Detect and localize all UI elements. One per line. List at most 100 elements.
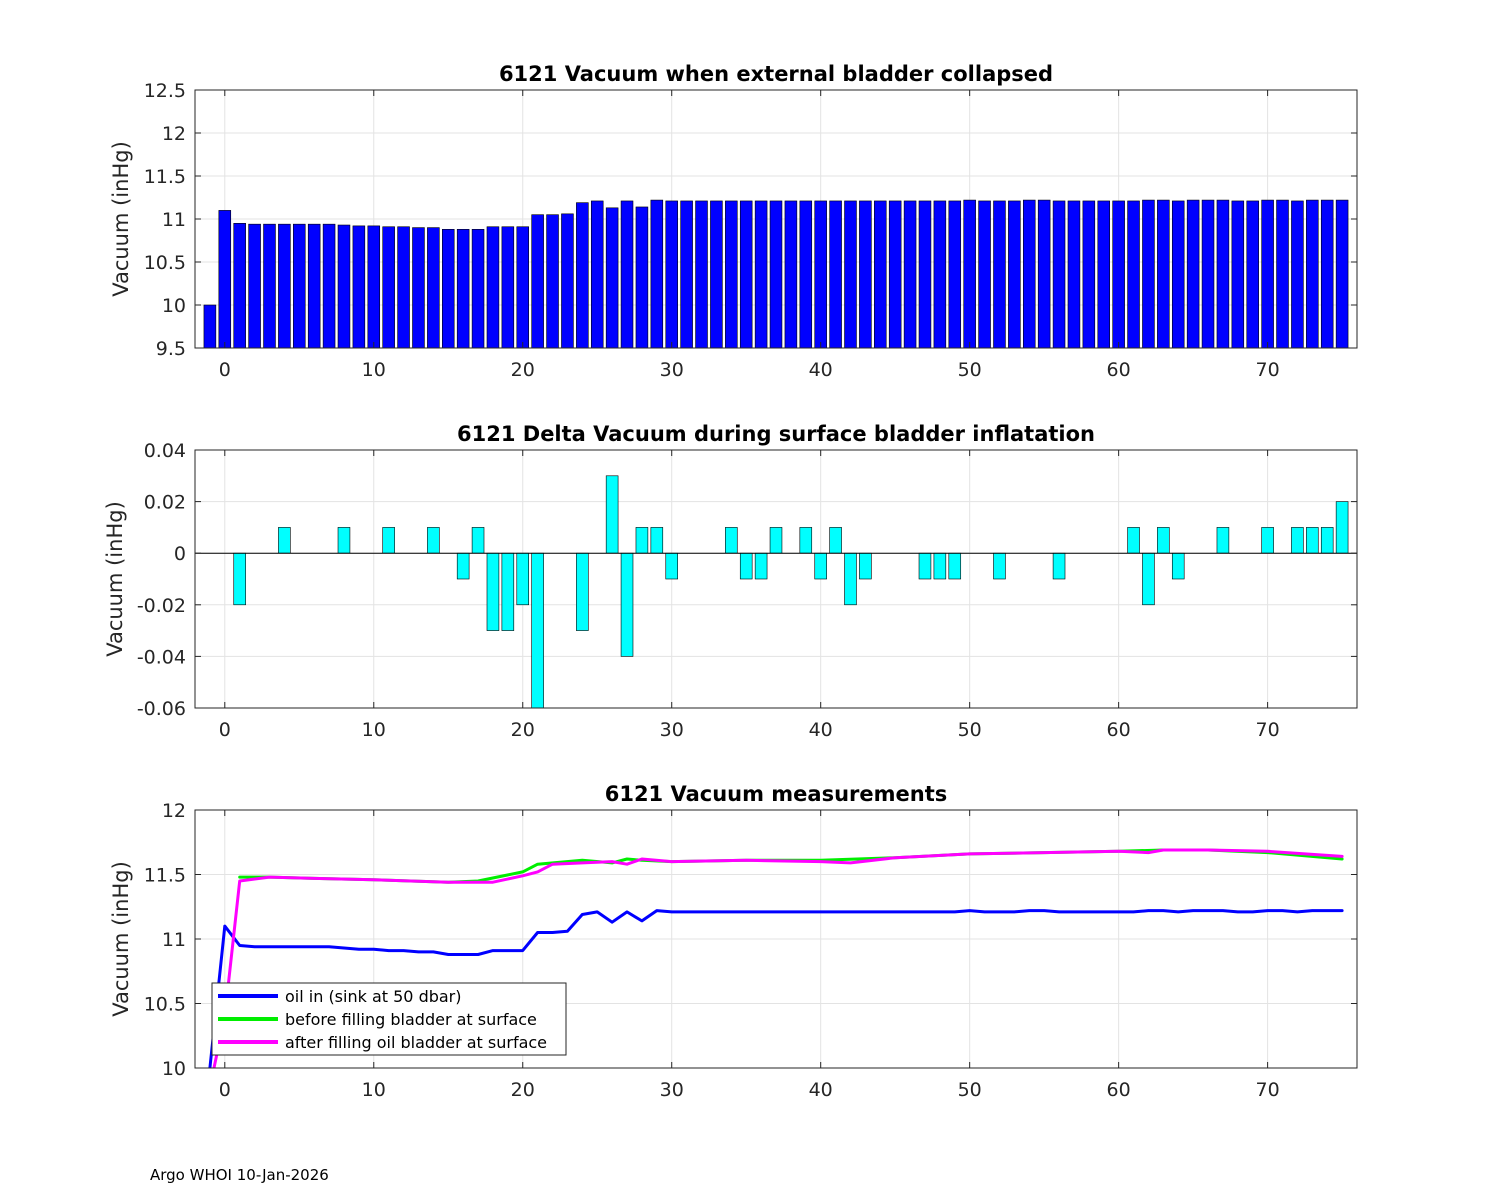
bar	[1022, 199, 1036, 349]
chart-title: 6121 Vacuum measurements	[605, 782, 948, 806]
bar	[1201, 199, 1215, 349]
bar	[1112, 200, 1125, 349]
bar	[1171, 200, 1185, 349]
bar	[933, 200, 947, 349]
bar	[1127, 200, 1140, 349]
bar	[1142, 552, 1155, 606]
bar	[427, 227, 440, 349]
x-tick-label: 20	[511, 1079, 535, 1101]
bar	[620, 552, 634, 657]
bar	[1216, 199, 1230, 349]
bar	[337, 224, 351, 349]
bar	[546, 214, 559, 349]
x-tick-label: 60	[1107, 719, 1131, 741]
x-tick-label: 70	[1256, 1079, 1280, 1101]
bar	[501, 552, 515, 631]
bar	[576, 552, 589, 631]
bar	[1142, 199, 1155, 349]
bar	[516, 226, 530, 349]
bar	[278, 223, 291, 349]
y-tick-label: 10.5	[144, 994, 186, 1016]
x-tick-label: 0	[219, 359, 231, 381]
x-tick-label: 30	[660, 359, 684, 381]
bar	[471, 527, 485, 554]
x-tick-label: 50	[958, 719, 982, 741]
x-tick-label: 40	[809, 1079, 833, 1101]
bar	[203, 304, 217, 349]
bar	[1157, 199, 1170, 349]
plot-area	[195, 450, 1357, 708]
bar	[948, 552, 962, 580]
bar	[576, 202, 589, 349]
bar	[605, 475, 619, 554]
bar	[233, 552, 246, 606]
x-tick-label: 20	[511, 719, 535, 741]
bar	[1261, 527, 1274, 554]
bar	[1157, 527, 1170, 554]
bar	[814, 552, 827, 580]
bar	[665, 200, 678, 349]
series-line-1	[208, 909, 1344, 1068]
bar	[1335, 199, 1349, 349]
bar	[725, 527, 738, 554]
bar	[769, 527, 783, 554]
bar	[397, 226, 410, 349]
panel-1: 0 10 20 30 40 50 60 70 9.5 10 10.5 11 11.5 12 12.5 6121…	[109, 62, 1358, 381]
bar	[293, 223, 306, 349]
y-tick-label: 0.02	[144, 492, 186, 514]
bar	[1276, 199, 1289, 349]
bar	[695, 200, 708, 349]
bar	[844, 552, 857, 606]
bar	[739, 200, 753, 349]
bar	[1127, 527, 1140, 554]
bar	[337, 527, 351, 554]
y-tick-label: 12	[162, 123, 186, 145]
bar	[263, 223, 276, 349]
bar	[531, 552, 544, 709]
bar	[710, 200, 723, 349]
bar	[844, 200, 857, 349]
x-tick-label: 20	[511, 359, 535, 381]
bar	[650, 199, 664, 349]
bar	[859, 200, 872, 349]
x-tick-label: 60	[1107, 359, 1131, 381]
bar	[993, 200, 1006, 349]
y-tick-label: 11	[162, 929, 186, 951]
bar	[620, 200, 634, 349]
bar	[367, 225, 381, 349]
bar	[1067, 200, 1081, 349]
bar	[1291, 527, 1304, 554]
bar	[1261, 199, 1274, 349]
bar	[829, 200, 842, 349]
bar	[1231, 200, 1245, 349]
y-tick-label: -0.02	[137, 595, 186, 617]
y-axis-label: Vacuum (inHg)	[103, 501, 127, 657]
bar	[903, 200, 917, 349]
x-tick-label: 50	[958, 1079, 982, 1101]
chart-title: 6121 Vacuum when external bladder collap…	[499, 62, 1053, 86]
bar	[918, 200, 932, 349]
bar	[1216, 527, 1230, 554]
y-tick-label: 0	[174, 543, 186, 565]
bar	[754, 552, 768, 580]
y-tick-label: 10.5	[144, 252, 186, 274]
bar	[1186, 199, 1200, 349]
bar	[829, 527, 842, 554]
y-tick-label: 9.5	[156, 338, 186, 360]
x-tick-label: 0	[219, 719, 231, 741]
bar	[1052, 200, 1066, 349]
bar	[1291, 200, 1304, 349]
bar	[1320, 527, 1334, 554]
legend: oil in (sink at 50 dbar) before filling b…	[211, 982, 567, 1056]
bar	[1171, 552, 1185, 580]
x-tick-label: 40	[809, 359, 833, 381]
bar	[590, 200, 604, 349]
y-tick-label: 10	[162, 295, 186, 317]
legend-label-3: after filling oil bladder at surface	[285, 1033, 547, 1052]
bar	[874, 200, 887, 349]
bar	[799, 527, 813, 554]
x-tick-label: 0	[219, 1079, 231, 1101]
bar	[561, 213, 574, 349]
bar	[635, 206, 649, 349]
bar	[516, 552, 530, 606]
